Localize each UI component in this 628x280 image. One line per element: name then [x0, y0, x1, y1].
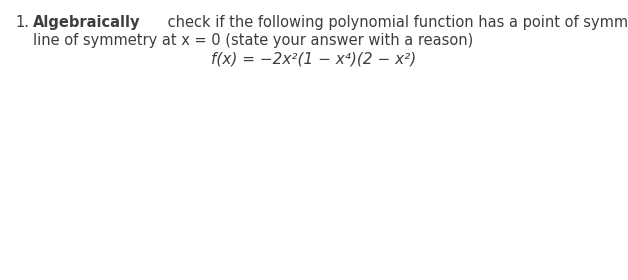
- Text: check if the following polynomial function has a point of symmetry at (0, 0) or : check if the following polynomial functi…: [163, 15, 628, 30]
- Text: Algebraically: Algebraically: [33, 15, 141, 30]
- Text: 1.: 1.: [15, 15, 29, 30]
- Text: line of symmetry at x = 0 (state your answer with a reason): line of symmetry at x = 0 (state your an…: [33, 33, 474, 48]
- Text: f(x) = −2x²(1 − x⁴)(2 − x²): f(x) = −2x²(1 − x⁴)(2 − x²): [212, 52, 416, 67]
